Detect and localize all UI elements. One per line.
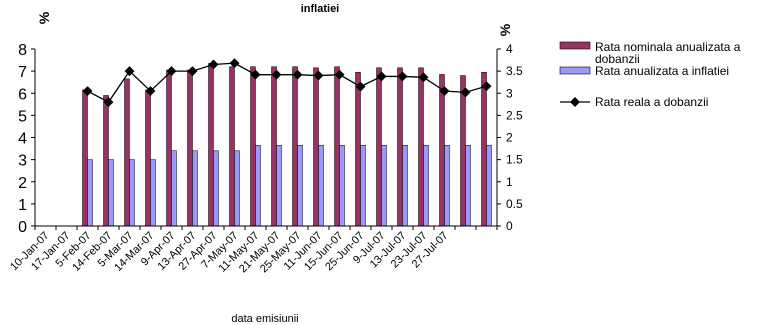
bar-inflation-10 <box>255 144 261 227</box>
point-real-6 <box>166 66 177 77</box>
x-axis-label: data emisiunii <box>231 313 298 325</box>
bar-nominal-15 <box>355 71 361 227</box>
y-right-tick-label-3: 1.5 <box>506 153 523 167</box>
point-real-2 <box>82 86 93 96</box>
y-left-tick-label-4: 4 <box>18 131 27 148</box>
chart-title: inflatiei <box>301 3 340 15</box>
bar-nominal-7 <box>187 69 193 227</box>
y-right-tick-label-4: 2 <box>506 131 513 145</box>
bar-nominal-8 <box>208 63 214 227</box>
bar-nominal-20 <box>460 75 466 227</box>
bar-inflation-15 <box>360 144 366 227</box>
y-left-tick-label-7: 7 <box>18 64 27 81</box>
point-real-3 <box>103 97 114 108</box>
bar-inflation-14 <box>339 144 345 227</box>
bar-nominal-10 <box>250 66 256 227</box>
legend-label-nominal-line1: Rata nominala anualizata a <box>595 40 741 54</box>
bar-nominal-4 <box>124 78 130 227</box>
legend-swatch-nominal <box>559 41 591 50</box>
bar-nominal-21 <box>481 71 487 227</box>
y-right-tick-label-5: 2.5 <box>506 108 523 122</box>
y-left-tick-label-5: 5 <box>18 108 27 125</box>
y-right-tick-label-1: 0.5 <box>506 197 523 211</box>
legend-swatch-inflation <box>559 66 591 75</box>
legend-label-inflation: Rata anualizata a inflatiei <box>595 64 729 78</box>
bar-nominal-9 <box>229 66 235 227</box>
bar-nominal-2 <box>82 89 88 227</box>
legend: Rata nominala anualizata a dobanzii Rata… <box>559 40 741 109</box>
y-left-tick-label-0: 0 <box>18 219 27 236</box>
point-real-9 <box>229 58 240 69</box>
bar-inflation-12 <box>297 144 303 227</box>
bar-nominal-13 <box>313 67 319 227</box>
y-left-tick-label-8: 8 <box>18 42 27 59</box>
bar-inflation-7 <box>192 150 198 227</box>
bar-nominal-12 <box>292 66 298 227</box>
bar-inflation-19 <box>444 144 450 227</box>
bar-inflation-5 <box>150 159 156 227</box>
bar-nominal-11 <box>271 66 277 227</box>
y-left-tick-label-2: 2 <box>18 175 27 192</box>
y-left-tick-label-1: 1 <box>18 197 27 214</box>
bar-inflation-3 <box>108 159 114 227</box>
bar-inflation-11 <box>276 144 282 227</box>
bar-nominal-14 <box>334 66 340 227</box>
y-left-tick-label-6: 6 <box>18 86 27 103</box>
bar-inflation-18 <box>423 144 429 227</box>
y-right-tick-label-0: 0 <box>506 219 513 233</box>
bar-inflation-21 <box>486 144 492 227</box>
y-left-tick-label-3: 3 <box>18 153 27 170</box>
bar-inflation-20 <box>465 144 471 227</box>
point-real-5 <box>145 86 156 96</box>
y-axis-right-label: % <box>497 23 513 36</box>
bar-nominal-5 <box>145 89 151 227</box>
legend-marker-real <box>570 97 580 107</box>
legend-label-nominal-line2: dobanzii <box>595 52 640 66</box>
bar-nominal-3 <box>103 95 109 227</box>
bar-inflation-9 <box>234 150 240 227</box>
point-real-7 <box>187 66 198 77</box>
y-axis-left-label: % <box>36 11 52 24</box>
bar-inflation-8 <box>213 150 219 227</box>
y-right-tick-label-7: 3.5 <box>506 64 523 78</box>
point-real-4 <box>124 66 135 77</box>
bar-inflation-16 <box>381 144 387 227</box>
y-right-tick-label-8: 4 <box>506 42 513 56</box>
plot-area: 01234567800.511.522.533.5410-Jan-0717-Ja… <box>8 42 523 275</box>
bar-nominal-16 <box>376 67 382 227</box>
bar-nominal-19 <box>439 74 445 227</box>
bar-nominal-18 <box>418 67 424 227</box>
legend-label-real: Rata reala a dobanzii <box>595 95 708 109</box>
bar-nominal-6 <box>166 69 172 227</box>
y-right-tick-label-2: 1 <box>506 175 513 189</box>
bar-inflation-2 <box>87 159 93 227</box>
bar-inflation-6 <box>171 150 177 227</box>
bar-inflation-13 <box>318 144 324 227</box>
bar-inflation-17 <box>402 144 408 227</box>
bar-inflation-4 <box>129 159 135 227</box>
y-right-tick-label-6: 3 <box>506 86 513 100</box>
bar-nominal-17 <box>397 67 403 227</box>
